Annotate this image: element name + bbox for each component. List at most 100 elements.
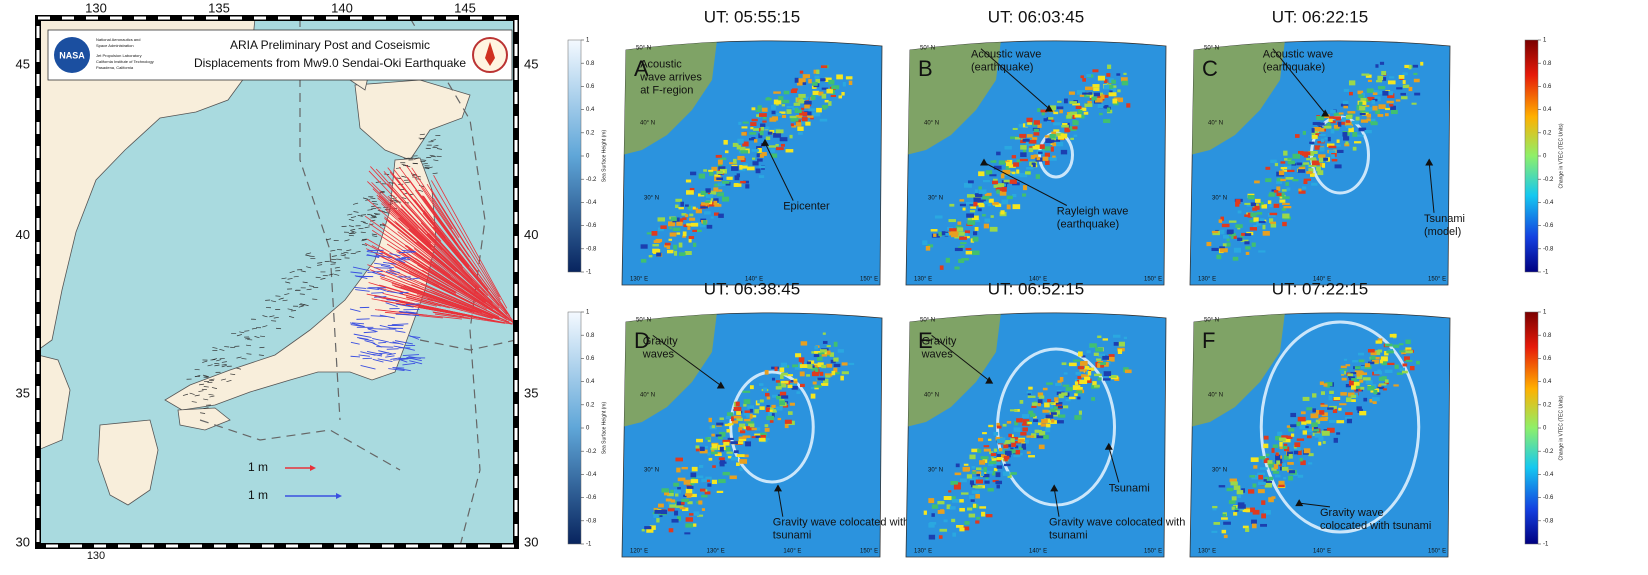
tec-pixel — [1222, 530, 1227, 534]
tec-pixel — [656, 518, 659, 522]
tec-pixel — [1084, 112, 1089, 115]
tec-pixel — [1103, 119, 1110, 123]
tec-pixel — [1103, 378, 1110, 380]
tec-pixel — [1311, 413, 1319, 418]
map-title: ARIA Preliminary Post and Coseismic — [230, 38, 430, 52]
tec-pixel — [1025, 171, 1031, 174]
tec-pixel — [703, 169, 707, 171]
tec-pixel — [669, 227, 672, 229]
tec-pixel — [1270, 160, 1277, 163]
tec-pixel — [966, 248, 972, 250]
tec-pixel — [990, 161, 994, 163]
tec-pixel — [1223, 522, 1231, 525]
agency-line: Pasadena, California — [96, 65, 134, 70]
tec-pixel — [968, 180, 974, 183]
tec-pixel — [975, 227, 979, 231]
tec-pixel — [670, 233, 677, 237]
tec-pixel — [1298, 189, 1301, 192]
annotation: Rayleigh wave — [1057, 205, 1129, 217]
tec-pixel — [766, 416, 774, 420]
tec-pixel — [731, 416, 734, 421]
tec-pixel — [743, 122, 749, 124]
colorbar-tick-label: -0.2 — [1543, 177, 1554, 183]
tec-pixel — [1381, 356, 1388, 361]
tec-pixel — [686, 517, 693, 521]
tec-pixel — [996, 189, 1000, 193]
colorbar-tick-label: -0.6 — [586, 495, 597, 501]
tec-pixel — [1042, 157, 1048, 161]
tec-pixel — [982, 196, 989, 199]
tec-pixel — [1118, 349, 1122, 354]
lon-label: 130 — [87, 550, 105, 562]
tec-pixel — [1086, 74, 1091, 77]
tec-pixel — [1368, 80, 1372, 82]
tec-pixel — [929, 522, 936, 525]
tec-pixel — [685, 214, 688, 217]
tec-pixel — [1045, 153, 1050, 157]
grid-label: 40° N — [1208, 393, 1223, 399]
tec-pixel — [1018, 439, 1025, 443]
tec-pixel — [1402, 72, 1407, 75]
colorbar-tick-label: 0 — [586, 154, 590, 160]
tec-pixel — [701, 479, 707, 483]
tec-pixel — [1297, 438, 1304, 440]
tec-pixel — [1251, 520, 1257, 524]
tec-pixel — [1037, 157, 1041, 160]
tec-pixel — [682, 217, 686, 220]
tec-pixel — [1345, 141, 1348, 144]
tec-pixel — [976, 480, 983, 484]
tec-pixel — [929, 535, 935, 540]
tec-pixel — [1336, 432, 1340, 434]
colorbar-title: Change in VTEC (TEC Units) — [1558, 123, 1564, 188]
tec-pixel — [1077, 397, 1080, 400]
tec-pixel — [699, 174, 705, 179]
tec-pixel — [1403, 363, 1408, 366]
tec-pixel — [820, 119, 828, 122]
tec-pixel — [1408, 65, 1411, 69]
tec-pixel — [1358, 353, 1364, 356]
grid-label: 140° E — [1313, 549, 1331, 555]
lon-label: 145 — [454, 0, 476, 15]
tec-pixel — [1258, 482, 1266, 485]
tec-pixel — [680, 507, 686, 509]
tec-pixel — [1078, 110, 1083, 114]
tec-pixel — [1046, 424, 1050, 428]
tec-pixel — [739, 468, 742, 471]
tec-pixel — [1303, 131, 1306, 135]
agency-line: Space Administration — [96, 43, 134, 48]
annotation: waves — [921, 348, 954, 360]
tec-pixel — [1260, 467, 1268, 469]
tec-pixel — [1063, 405, 1068, 408]
tec-pixel — [1077, 376, 1081, 379]
tec-pixel — [1093, 87, 1099, 91]
tec-pixel — [1334, 397, 1341, 400]
tec-pixel — [1330, 110, 1336, 113]
tec-pixel — [1122, 81, 1129, 86]
tec-pixel — [1265, 178, 1271, 182]
tec-pixel — [967, 220, 975, 225]
tec-pixel — [711, 216, 714, 218]
tec-pixel — [1052, 143, 1056, 147]
tec-pixel — [798, 78, 806, 82]
tec-pixel — [1033, 163, 1036, 167]
tec-pixel — [1028, 455, 1035, 457]
tec-pixel — [1050, 404, 1053, 408]
tec-pixel — [1124, 337, 1127, 339]
tec-pixel — [1318, 154, 1325, 158]
tec-pixel — [1237, 238, 1242, 241]
colorbar-tick-label: -0.6 — [1543, 223, 1554, 229]
tec-pixel — [989, 461, 997, 464]
tec-pixel — [1263, 444, 1268, 449]
tec-pixel — [738, 122, 741, 125]
grid-label: 30° N — [1212, 468, 1227, 474]
annotation: Acoustic wave — [1263, 49, 1333, 61]
tec-pixel — [1268, 200, 1271, 204]
tec-pixel — [928, 498, 934, 503]
tec-pixel — [736, 411, 741, 415]
tec-pixel — [838, 349, 844, 353]
tec-pixel — [1211, 248, 1218, 251]
tec-pixel — [836, 74, 843, 79]
tec-pixel — [1319, 134, 1326, 136]
colorbar-tick-label: -0.8 — [586, 518, 597, 524]
tec-pixel — [1245, 233, 1251, 236]
